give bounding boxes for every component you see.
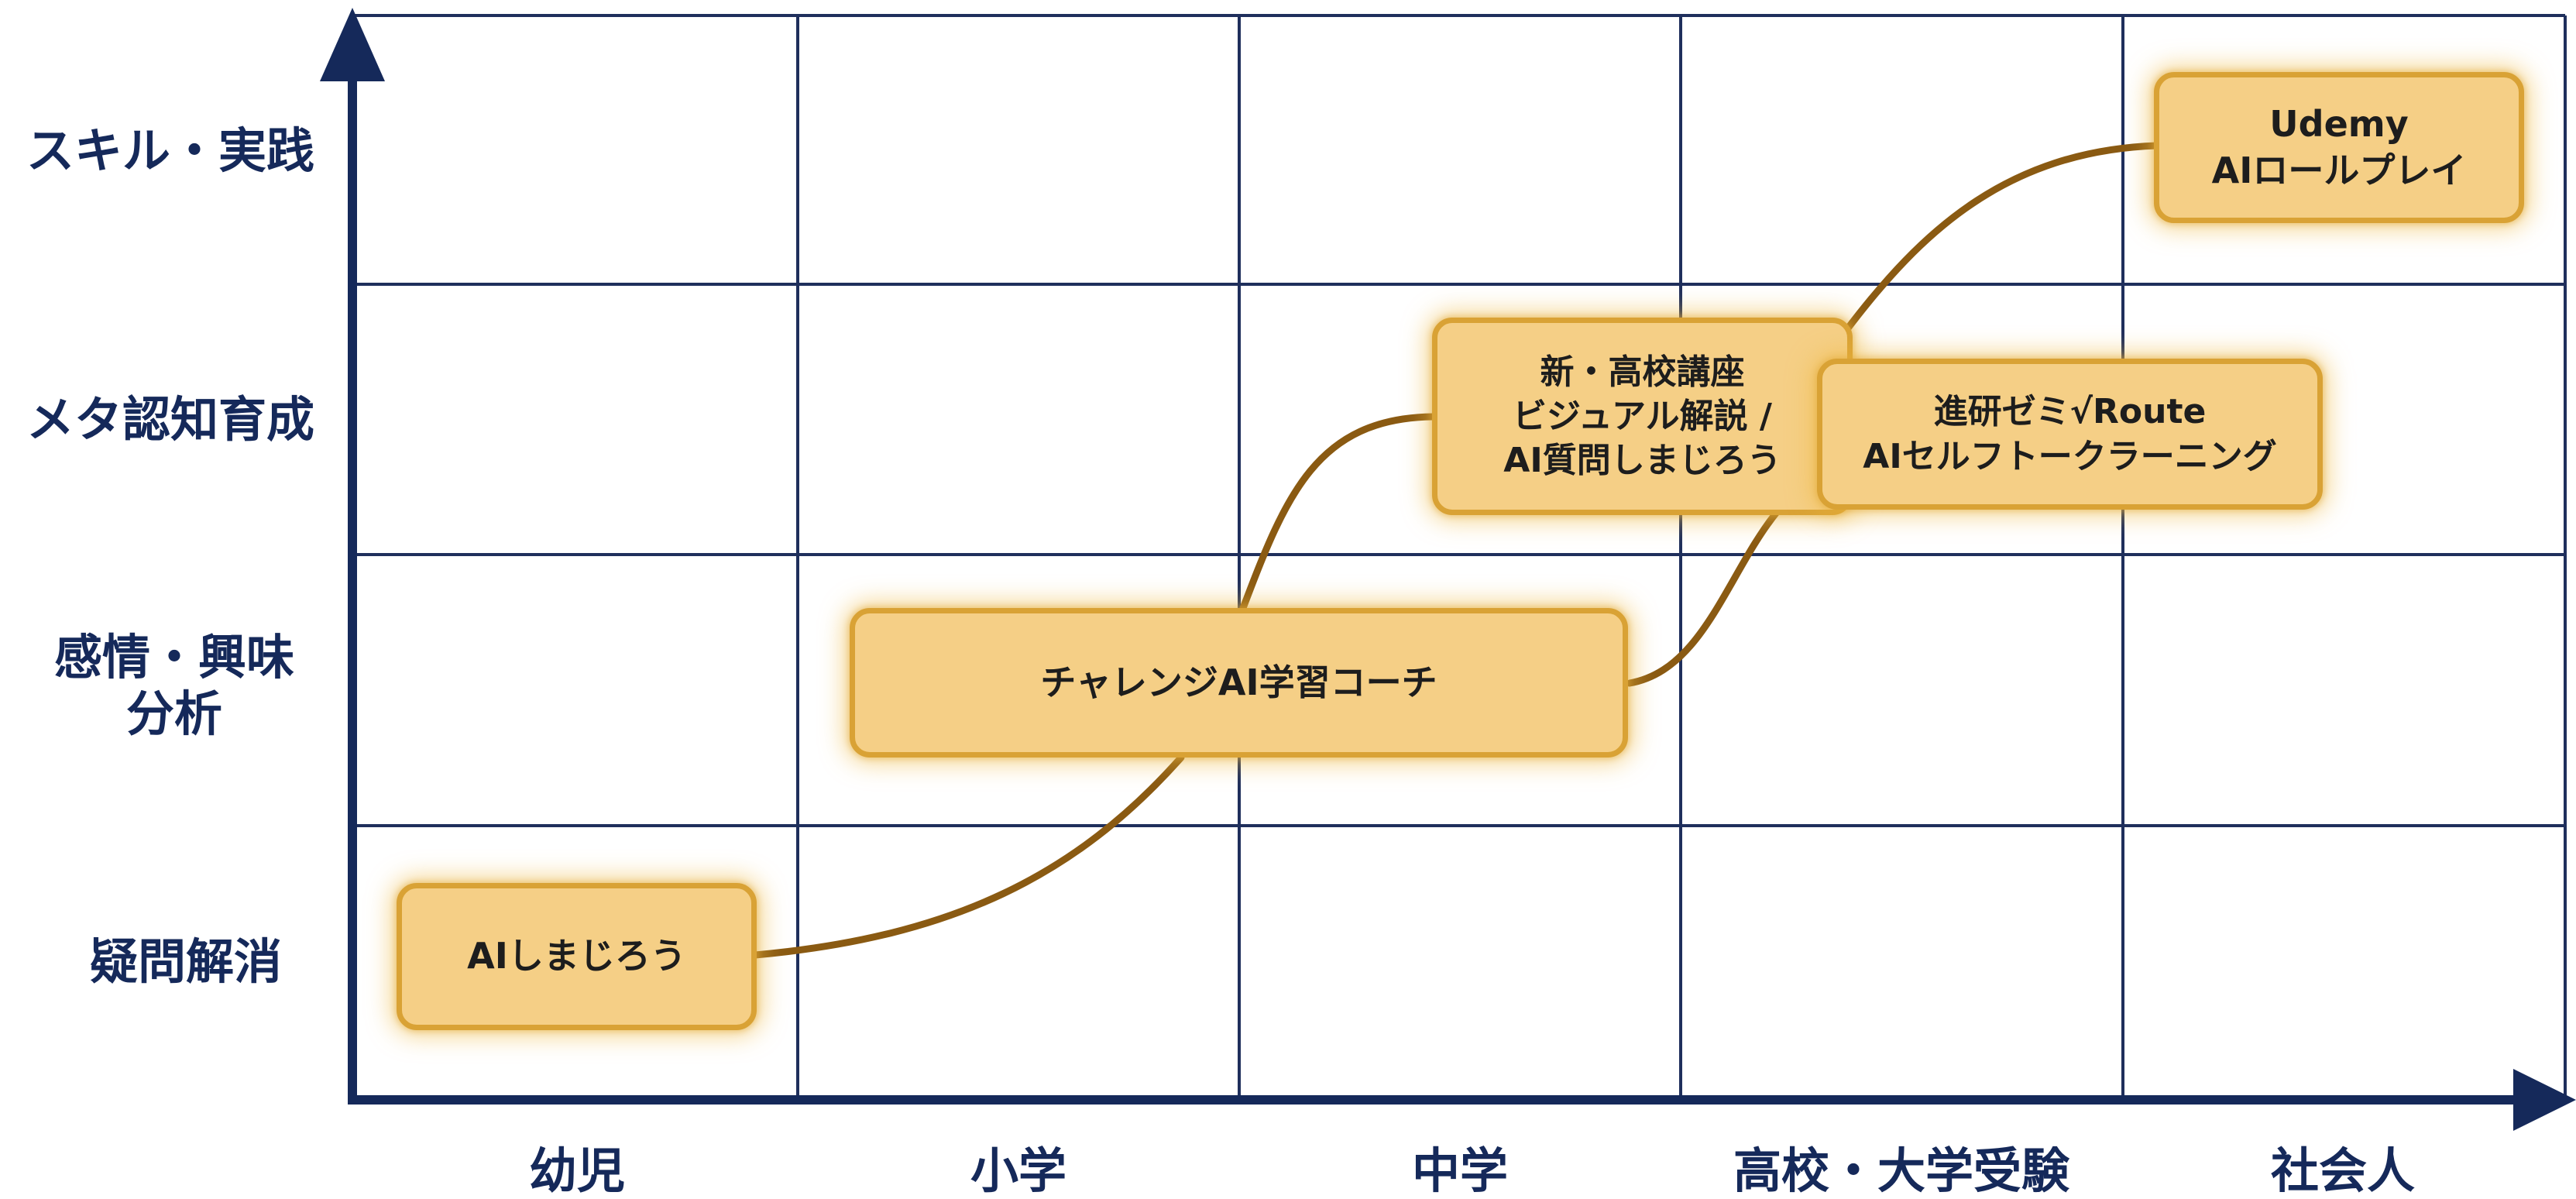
node-text: チャレンジAI学習コーチ xyxy=(1040,661,1437,703)
y-label-question: 疑問解消 xyxy=(46,933,325,990)
axes xyxy=(320,8,2576,1131)
y-label-line: 分析 xyxy=(125,685,222,743)
y-label-skill: スキル・実践 xyxy=(15,122,325,179)
y-label-line: スキル・実践 xyxy=(26,122,314,179)
node-text: ビジュアル解説 / xyxy=(1513,396,1772,436)
y-label-emotion: 感情・興味 分析 xyxy=(35,629,314,742)
connector-3 xyxy=(1626,507,1781,687)
node-text: 新・高校講座 xyxy=(1540,352,1745,392)
node-text: 進研ゼミ√Route xyxy=(1933,392,2207,432)
node-ai-shimajiro: AIしまじろう xyxy=(397,883,757,1030)
node-shin-koukou: 新・高校講座 ビジュアル解説 / AI質問しまじろう xyxy=(1432,318,1853,515)
y-label-line: メタ認知育成 xyxy=(26,391,314,448)
node-challenge-coach: チャレンジAI学習コーチ xyxy=(850,608,1628,758)
grid xyxy=(352,14,2567,1100)
x-label-infant: 幼児 xyxy=(528,1142,626,1199)
y-label-line: 疑問解消 xyxy=(89,933,282,990)
connector-1 xyxy=(751,754,1185,959)
connector-2 xyxy=(1239,413,1437,612)
node-text: AIしまじろう xyxy=(467,935,686,977)
y-label-line: 感情・興味 xyxy=(53,629,294,685)
connector-4 xyxy=(1843,142,2161,333)
node-text: AIセルフトークラーニング xyxy=(1863,436,2277,476)
node-shinken-route: 進研ゼミ√Route AIセルフトークラーニング xyxy=(1817,359,2323,510)
x-label-elementary: 小学 xyxy=(970,1142,1067,1199)
connectors xyxy=(751,142,2161,959)
node-text: Udemy xyxy=(2269,102,2409,145)
y-label-metacognition: メタ認知育成 xyxy=(15,391,325,448)
node-text: AI質問しまじろう xyxy=(1503,441,1781,481)
y-axis-arrow-icon xyxy=(320,8,385,81)
node-udemy: Udemy AIロールプレイ xyxy=(2154,72,2524,223)
x-label-junior-high: 中学 xyxy=(1411,1142,1509,1199)
node-text: AIロールプレイ xyxy=(2211,149,2467,191)
x-axis-arrow-icon xyxy=(2513,1069,2576,1131)
x-label-high-school: 高校・大学受験 xyxy=(1733,1142,2070,1199)
x-label-adult: 社会人 xyxy=(2270,1142,2416,1199)
